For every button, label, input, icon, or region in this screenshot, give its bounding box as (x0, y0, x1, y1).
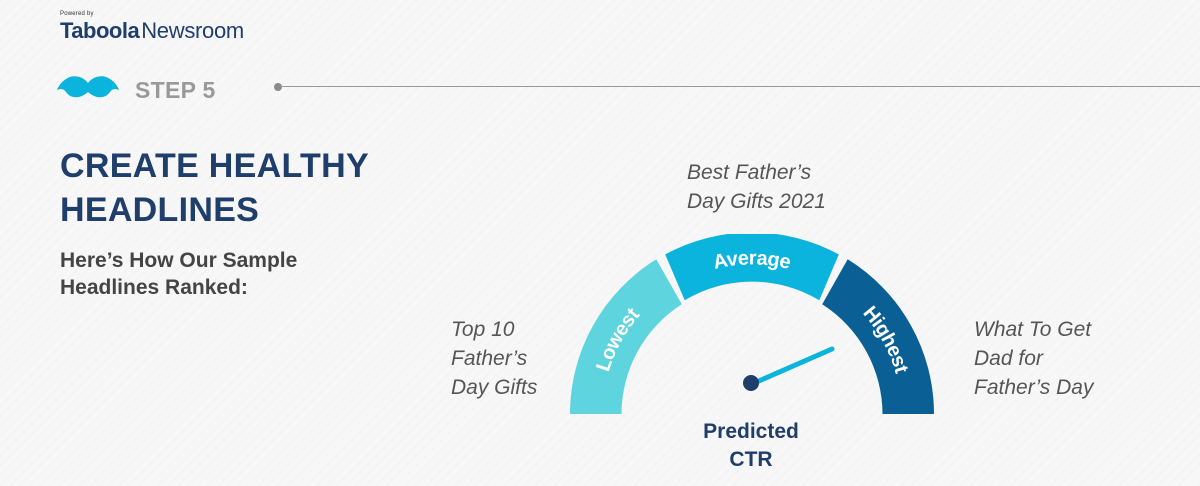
ctr-label-line-2: CTR (729, 448, 773, 471)
brand-taboola: Taboola (60, 18, 140, 43)
headline-average: Best Father’s Day Gifts 2021 (687, 158, 877, 216)
headline-lowest: Top 10 Father’s Day Gifts (451, 315, 581, 402)
title-line-1: CREATE HEALTHY (60, 147, 369, 185)
headline-lowest-line-2: Father’s (451, 347, 528, 370)
headline-lowest-line-1: Top 10 (451, 318, 515, 341)
page-title: CREATE HEALTHY HEADLINES (60, 144, 420, 232)
step-divider (280, 86, 1200, 87)
step-label: STEP 5 (135, 77, 216, 103)
mustache-icon (57, 76, 119, 98)
brand-logo: Powered by Taboola Newsroom (60, 11, 244, 44)
subtitle-line-1: Here’s How Our Sample (60, 249, 298, 272)
gauge-needle (749, 346, 835, 387)
headline-highest-line-1: What To Get (974, 318, 1092, 341)
headline-lowest-line-3: Day Gifts (451, 376, 538, 399)
gauge-segment-lowest (570, 259, 682, 414)
headline-highest: What To Get Dad for Father’s Day (974, 315, 1144, 402)
brand-newsroom: Newsroom (141, 18, 244, 43)
headline-average-line-1: Best Father’s (687, 161, 812, 184)
headline-average-line-2: Day Gifts 2021 (687, 190, 826, 213)
powered-by-text: Powered by (60, 11, 94, 17)
headline-highest-line-2: Dad for (974, 347, 1043, 370)
step-dot (274, 83, 282, 91)
subtitle-line-2: Headlines Ranked: (60, 276, 248, 299)
page-subtitle: Here’s How Our Sample Headlines Ranked: (60, 247, 360, 301)
title-line-2: HEADLINES (60, 191, 260, 229)
gauge-hub (743, 375, 759, 391)
ctr-gauge: Lowest Average Highest (570, 234, 934, 414)
ctr-label-line-1: Predicted (703, 420, 799, 443)
gauge-segment-average (665, 234, 839, 301)
gauge-segment-highest (822, 259, 934, 414)
headline-highest-line-3: Father’s Day (974, 376, 1094, 399)
step-header: STEP 5 (57, 72, 1200, 104)
predicted-ctr-label: Predicted CTR (681, 418, 821, 474)
